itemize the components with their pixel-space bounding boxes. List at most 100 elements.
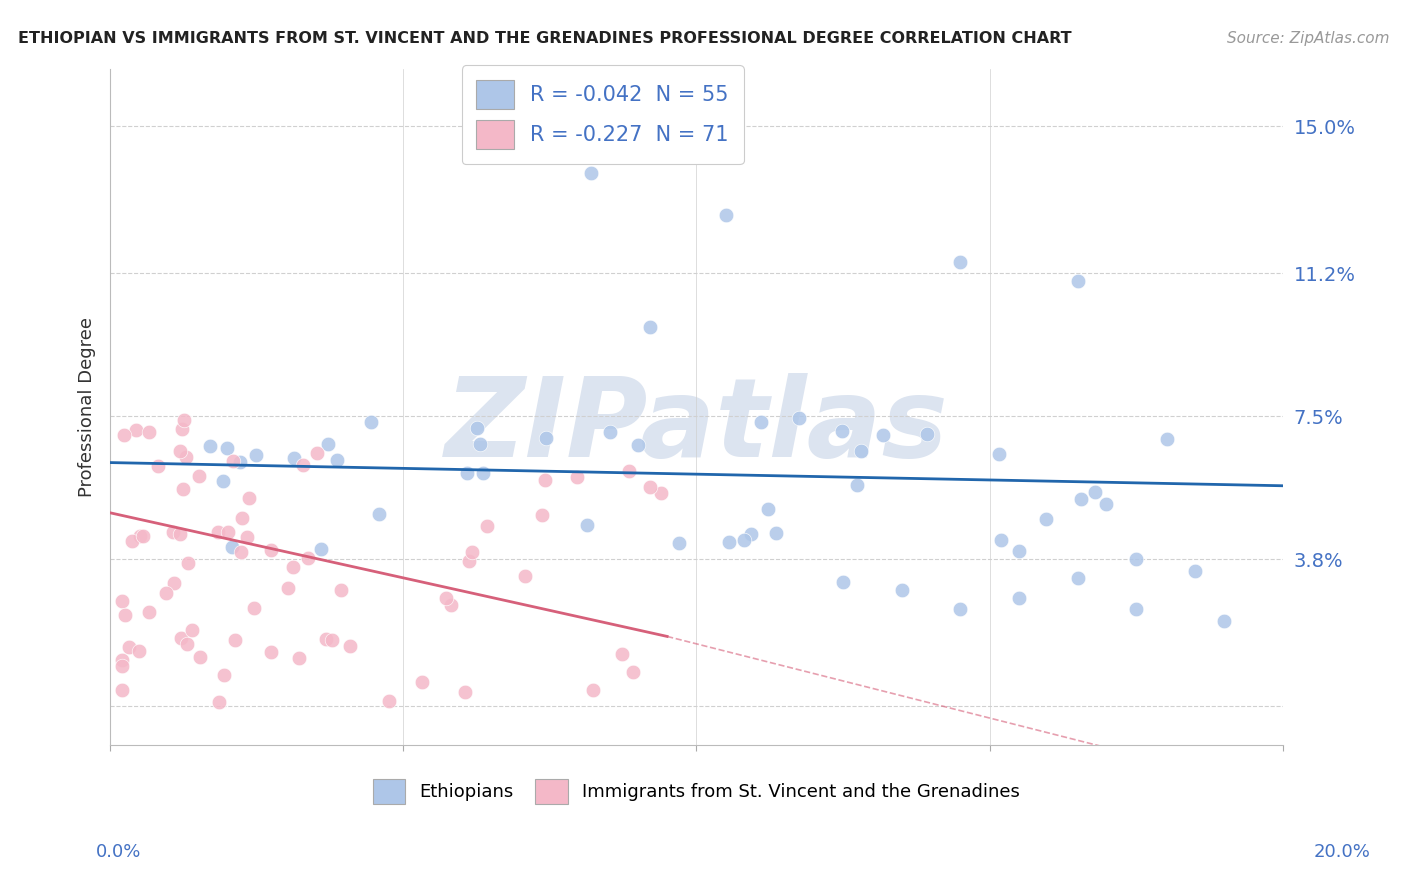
Point xyxy=(125,423,148,437)
Point xyxy=(198,439,221,453)
Point xyxy=(575,517,598,532)
Point xyxy=(1125,602,1147,616)
Point xyxy=(231,545,253,559)
Text: 20.0%: 20.0% xyxy=(1315,843,1371,861)
Point xyxy=(1095,497,1118,511)
Point xyxy=(714,208,737,222)
Text: 0.0%: 0.0% xyxy=(96,843,141,861)
Point xyxy=(367,508,389,522)
Point xyxy=(214,668,236,682)
Point xyxy=(211,474,233,488)
Text: Source: ZipAtlas.com: Source: ZipAtlas.com xyxy=(1226,31,1389,46)
Point xyxy=(243,601,266,615)
Point xyxy=(173,413,195,427)
Point xyxy=(513,569,536,583)
Point xyxy=(617,464,640,478)
Point xyxy=(163,575,186,590)
Point xyxy=(121,534,143,549)
Point xyxy=(181,624,204,638)
Point xyxy=(668,535,690,549)
Point xyxy=(434,591,457,605)
Point xyxy=(315,632,337,646)
Point xyxy=(454,685,477,699)
Point xyxy=(846,477,869,491)
Point xyxy=(751,416,773,430)
Point xyxy=(112,427,135,442)
Point xyxy=(411,674,433,689)
Point xyxy=(118,640,141,654)
Point xyxy=(138,605,160,619)
Point xyxy=(638,320,661,334)
Point xyxy=(988,447,1011,461)
Point xyxy=(288,651,311,665)
Point xyxy=(170,422,193,436)
Point xyxy=(1035,512,1057,526)
Point xyxy=(831,425,853,439)
Point xyxy=(530,508,553,523)
Point xyxy=(627,438,650,452)
Y-axis label: Professional Degree: Professional Degree xyxy=(79,317,96,497)
Point xyxy=(111,653,134,667)
Point xyxy=(890,583,912,598)
Point xyxy=(472,466,495,480)
Point xyxy=(155,586,177,600)
Point xyxy=(111,682,134,697)
Point xyxy=(169,527,191,541)
Point xyxy=(756,502,779,516)
Point xyxy=(458,554,481,568)
Point xyxy=(1184,564,1206,578)
Point xyxy=(621,665,644,679)
Point xyxy=(283,560,305,574)
Point xyxy=(138,425,160,439)
Point xyxy=(1084,485,1107,500)
Point xyxy=(1213,614,1236,628)
Point xyxy=(465,420,488,434)
Point xyxy=(1156,432,1178,446)
Point xyxy=(297,550,319,565)
Point xyxy=(565,469,588,483)
Point xyxy=(579,166,602,180)
Point xyxy=(717,535,740,549)
Point xyxy=(325,453,347,467)
Point xyxy=(832,575,855,590)
Point xyxy=(128,644,150,658)
Point xyxy=(468,436,491,450)
Point xyxy=(283,450,305,465)
Point xyxy=(316,437,339,451)
Point xyxy=(260,645,283,659)
Point xyxy=(221,541,243,555)
Point xyxy=(765,526,787,541)
Point xyxy=(231,510,253,524)
Point xyxy=(1070,491,1092,506)
Point xyxy=(915,426,938,441)
Point xyxy=(146,458,169,473)
Point xyxy=(305,445,328,459)
Point xyxy=(330,582,353,597)
Point xyxy=(378,694,401,708)
Point xyxy=(309,542,332,557)
Point xyxy=(440,599,463,613)
Point xyxy=(260,543,283,558)
Point xyxy=(1008,591,1031,605)
Point xyxy=(222,454,245,468)
Point xyxy=(238,491,260,505)
Point xyxy=(612,648,634,662)
Point xyxy=(111,594,134,608)
Point xyxy=(236,530,259,544)
Point xyxy=(533,473,555,487)
Point xyxy=(176,450,198,464)
Point xyxy=(224,632,246,647)
Point xyxy=(176,637,198,651)
Point xyxy=(740,526,762,541)
Point xyxy=(217,524,239,539)
Point xyxy=(461,544,484,558)
Point xyxy=(339,639,361,653)
Point xyxy=(456,466,478,480)
Point xyxy=(114,607,136,622)
Point xyxy=(132,529,155,543)
Text: ETHIOPIAN VS IMMIGRANTS FROM ST. VINCENT AND THE GRENADINES PROFESSIONAL DEGREE : ETHIOPIAN VS IMMIGRANTS FROM ST. VINCENT… xyxy=(18,31,1071,46)
Point xyxy=(277,581,299,595)
Point xyxy=(582,683,605,698)
Point xyxy=(170,631,193,645)
Point xyxy=(245,448,267,462)
